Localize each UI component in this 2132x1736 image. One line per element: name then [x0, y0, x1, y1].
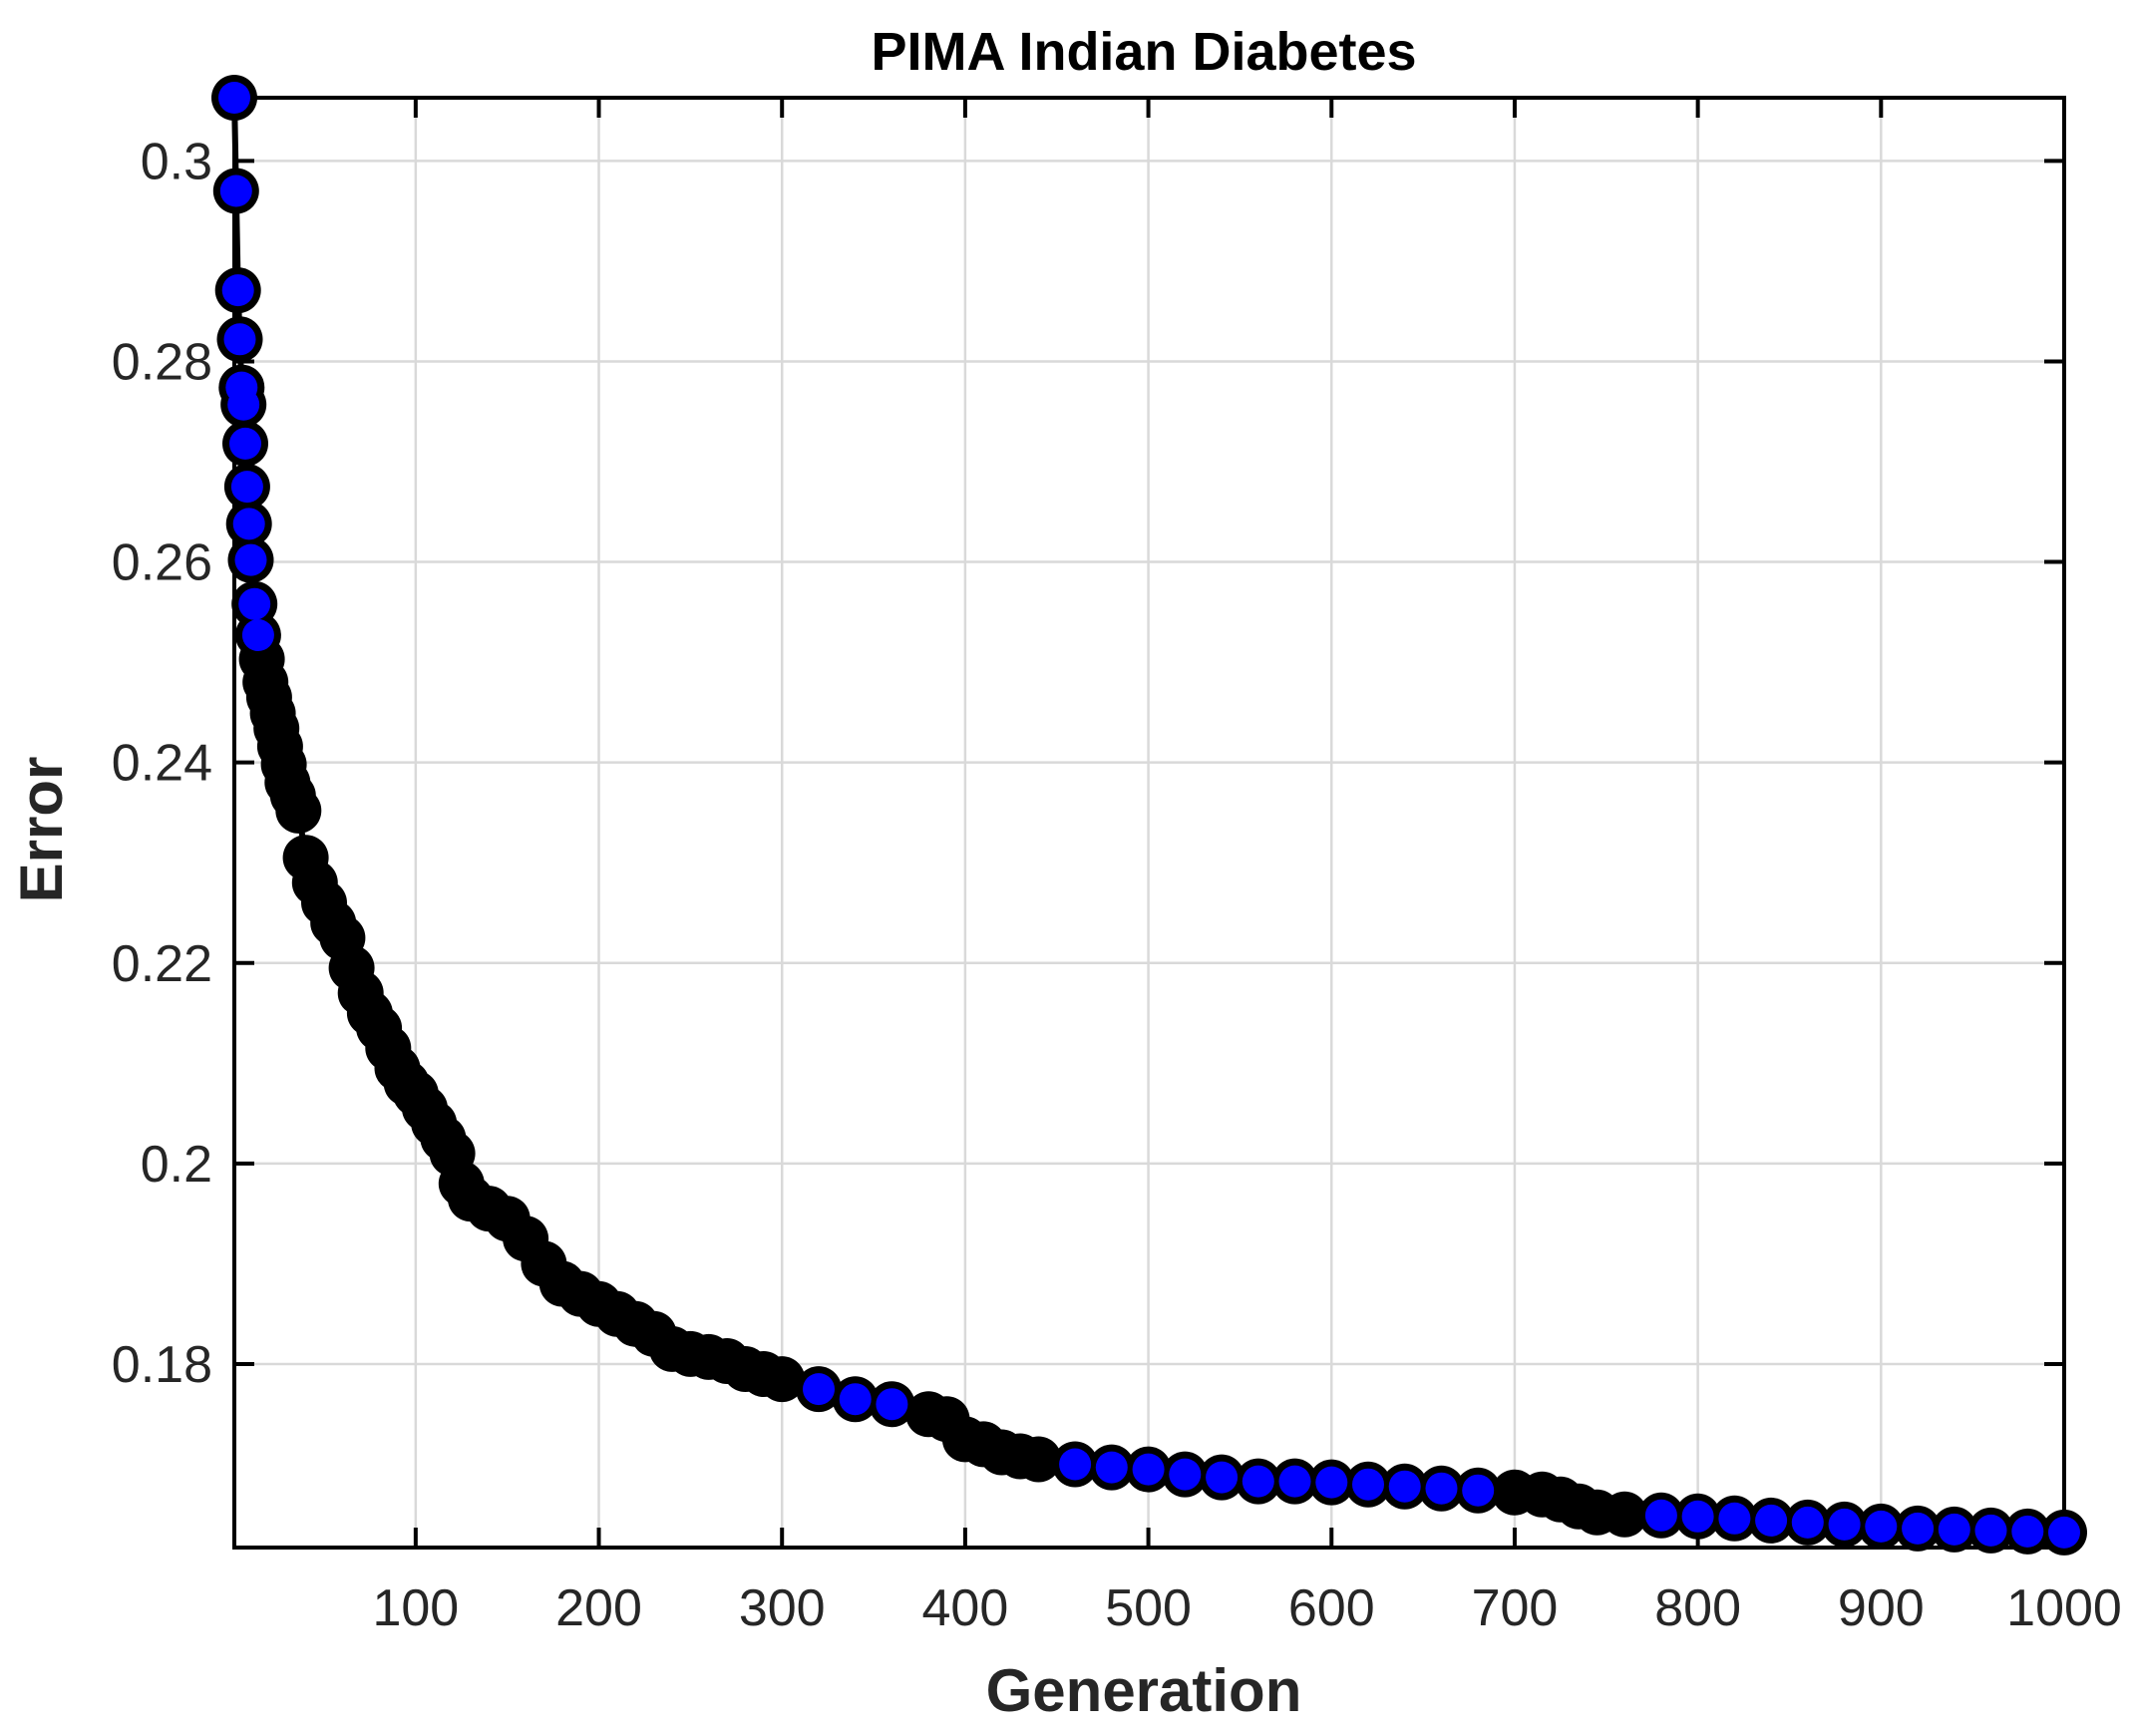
data-point [238, 587, 271, 620]
data-point-outline [1015, 1436, 1062, 1483]
data-point [1206, 1461, 1239, 1494]
y-tick-label: 0.2 [141, 1136, 212, 1194]
x-tick-label: 700 [1472, 1579, 1559, 1637]
data-point [2048, 1516, 2080, 1549]
data-point [1425, 1472, 1458, 1505]
data-point [876, 1388, 908, 1421]
data-point [1462, 1474, 1495, 1507]
data-point [1865, 1510, 1898, 1543]
x-tick-label: 200 [555, 1579, 642, 1637]
data-point-outline [275, 787, 322, 834]
y-tick-label: 0.18 [112, 1336, 212, 1394]
data-point [241, 619, 274, 651]
data-point [1791, 1506, 1824, 1539]
data-point [218, 82, 250, 114]
x-tick-label: 300 [739, 1579, 826, 1637]
y-tick-label: 0.26 [112, 534, 212, 592]
series-error [211, 75, 2087, 1556]
y-tick-label: 0.22 [112, 935, 212, 993]
x-tick-label: 400 [922, 1579, 1009, 1637]
data-point [1388, 1470, 1421, 1503]
data-point [1718, 1502, 1751, 1535]
data-point [1059, 1448, 1092, 1481]
data-point [1315, 1466, 1348, 1499]
y-axis-tick-labels: 0.18 0.2 0.22 0.24 0.26 0.28 0.3 [112, 133, 212, 1394]
data-point [229, 427, 261, 460]
data-point [1352, 1468, 1384, 1501]
x-tick-label: 900 [1838, 1579, 1925, 1637]
data-point [232, 508, 265, 540]
data-point [1828, 1508, 1861, 1541]
data-point [1974, 1514, 2007, 1547]
data-point [223, 323, 256, 356]
data-point [2011, 1515, 2044, 1548]
data-point [1902, 1512, 1935, 1545]
x-tick-label: 600 [1288, 1579, 1375, 1637]
data-point [230, 471, 263, 504]
data-point [221, 274, 254, 307]
x-axis-tick-labels: 100 200 300 400 500 600 700 800 900 1000 [372, 1579, 2121, 1637]
chart-title: PIMA Indian Diabetes [871, 22, 1416, 82]
y-tick-label: 0.3 [141, 133, 212, 190]
x-tick-label: 500 [1105, 1579, 1192, 1637]
y-tick-label: 0.24 [112, 735, 212, 793]
data-point-outline [1601, 1491, 1648, 1538]
data-point [234, 543, 267, 576]
y-axis-title: Error [8, 757, 75, 903]
data-point [1132, 1453, 1165, 1486]
data-point [1681, 1500, 1714, 1533]
data-point [803, 1373, 835, 1406]
data-point [839, 1383, 872, 1416]
data-point [1095, 1451, 1128, 1484]
data-point [1938, 1513, 1970, 1546]
data-point [227, 388, 260, 421]
x-tick-label: 800 [1654, 1579, 1741, 1637]
data-point [1755, 1504, 1788, 1537]
y-tick-label: 0.28 [112, 333, 212, 391]
x-tick-label: 1000 [2006, 1579, 2122, 1637]
x-tick-label: 100 [372, 1579, 459, 1637]
data-point [1169, 1458, 1202, 1491]
data-point [1644, 1499, 1677, 1532]
plot-area-frame [232, 96, 2066, 1550]
data-point [1278, 1465, 1311, 1498]
data-point-outline [759, 1356, 806, 1403]
data-point [219, 174, 252, 207]
data-point [1242, 1465, 1274, 1498]
x-axis-title: Generation [986, 1657, 1302, 1724]
